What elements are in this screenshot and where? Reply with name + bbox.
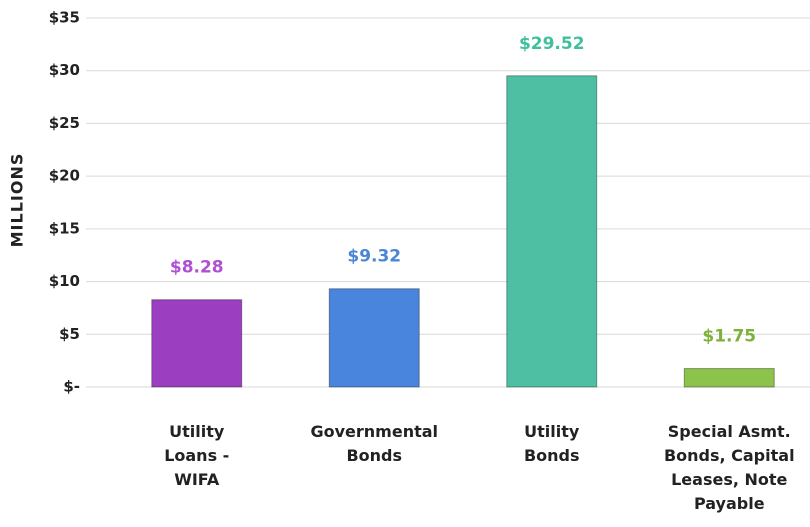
value-label: $29.52 bbox=[519, 34, 585, 54]
x-tick-label: Governmental Bonds bbox=[310, 422, 439, 465]
y-axis-label: MILLIONS bbox=[8, 153, 27, 248]
value-label: $8.28 bbox=[170, 258, 224, 278]
y-tick-label: $25 bbox=[49, 114, 80, 132]
x-tick-label: Utility Bonds bbox=[523, 422, 580, 465]
bar bbox=[151, 299, 243, 388]
bar bbox=[328, 288, 420, 388]
y-tick-label: $35 bbox=[49, 9, 80, 27]
value-label: $9.32 bbox=[347, 247, 401, 267]
y-tick-label: $20 bbox=[49, 167, 80, 185]
y-tick-label: $15 bbox=[49, 219, 80, 237]
y-tick-label: $- bbox=[63, 378, 80, 396]
value-label: $1.75 bbox=[702, 327, 756, 347]
bar bbox=[506, 75, 598, 388]
y-tick-label: $5 bbox=[59, 325, 80, 343]
x-tick-label: Special Asmt. Bonds, Capital Leases, Not… bbox=[663, 422, 795, 513]
y-tick-label: $10 bbox=[49, 272, 80, 290]
y-tick-label: $30 bbox=[49, 61, 80, 79]
x-tick-label: Utility Loans - WIFA bbox=[164, 422, 230, 489]
bar bbox=[683, 368, 775, 388]
